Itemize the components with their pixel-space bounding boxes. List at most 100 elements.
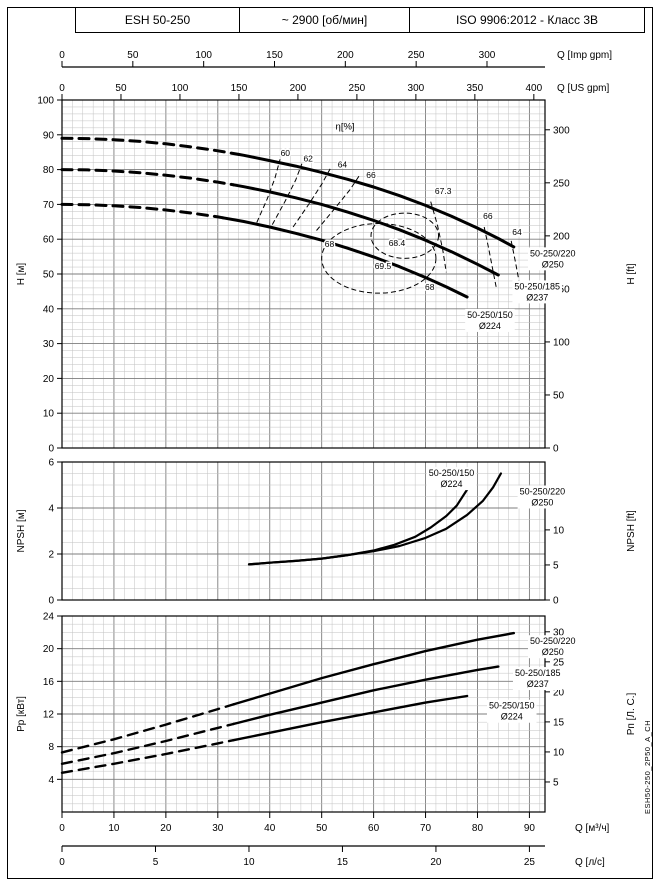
svg-text:10: 10	[553, 525, 565, 536]
curve-50-250/220 Ø250	[247, 472, 502, 566]
svg-text:16: 16	[43, 677, 55, 688]
svg-text:5: 5	[553, 560, 559, 571]
curve-50-250/185 Ø237	[231, 183, 500, 277]
svg-text:50-250/220: 50-250/220	[520, 487, 566, 497]
svg-text:25: 25	[524, 857, 536, 868]
svg-text:60: 60	[281, 148, 291, 158]
svg-text:68: 68	[425, 282, 435, 292]
svg-text:H [м]: H [м]	[16, 263, 27, 286]
svg-text:0: 0	[553, 444, 559, 455]
svg-text:150: 150	[231, 83, 248, 94]
curve-50-250/150 Ø224	[60, 739, 235, 774]
svg-text:100: 100	[195, 50, 212, 61]
svg-text:10: 10	[243, 857, 255, 868]
svg-text:2: 2	[48, 550, 54, 561]
svg-text:6: 6	[48, 458, 54, 469]
svg-text:η[%]: η[%]	[336, 122, 355, 133]
svg-text:Ø250: Ø250	[542, 259, 564, 269]
svg-text:68.4: 68.4	[389, 238, 406, 248]
svg-text:50-250/220: 50-250/220	[530, 248, 576, 258]
svg-text:100: 100	[553, 337, 570, 348]
curve-50-250/185 Ø237	[60, 722, 235, 765]
svg-text:Q [US gpm]: Q [US gpm]	[557, 83, 609, 94]
svg-text:NPSH [ft]: NPSH [ft]	[626, 510, 637, 552]
svg-text:62: 62	[303, 153, 313, 163]
svg-text:300: 300	[408, 83, 425, 94]
svg-text:50: 50	[127, 50, 139, 61]
svg-text:0: 0	[59, 857, 65, 868]
svg-text:30: 30	[43, 339, 55, 350]
svg-text:Ø250: Ø250	[531, 498, 553, 508]
svg-text:8: 8	[48, 742, 54, 753]
svg-text:Ø224: Ø224	[479, 321, 501, 331]
svg-text:0: 0	[48, 444, 54, 455]
svg-text:64: 64	[338, 160, 348, 170]
svg-text:0: 0	[48, 596, 54, 607]
svg-text:350: 350	[467, 83, 484, 94]
svg-text:Ø224: Ø224	[501, 712, 523, 722]
svg-text:0: 0	[59, 50, 65, 61]
svg-text:400: 400	[525, 83, 542, 94]
svg-text:50-250/150: 50-250/150	[467, 310, 513, 320]
ls-axis: 0 5 10 15 20 25 Q [л/с]	[59, 845, 605, 868]
svg-text:250: 250	[408, 50, 425, 61]
svg-text:15: 15	[337, 857, 349, 868]
imp-gpm-axis: 0 50 100 150 200 250 300 Q [Imp gpm]	[59, 50, 612, 68]
svg-text:80: 80	[43, 165, 55, 176]
svg-text:Pp [кВт]: Pp [кВт]	[16, 696, 27, 732]
svg-text:60: 60	[368, 823, 380, 834]
svg-text:67.3: 67.3	[435, 186, 452, 196]
svg-text:Pп [Л. С.]: Pп [Л. С.]	[626, 693, 637, 736]
svg-text:24: 24	[43, 612, 55, 623]
svg-text:50-250/220: 50-250/220	[530, 636, 576, 646]
svg-text:4: 4	[48, 775, 54, 786]
svg-text:H [ft]: H [ft]	[626, 263, 637, 284]
svg-text:20: 20	[43, 644, 55, 655]
svg-text:50-250/185: 50-250/185	[515, 668, 561, 678]
svg-text:64: 64	[512, 227, 522, 237]
title-block: ESH 50-250 ~ 2900 [об/мин] ISO 9906:2012…	[75, 7, 645, 33]
svg-text:100: 100	[172, 83, 189, 94]
svg-text:200: 200	[290, 83, 307, 94]
svg-text:5: 5	[153, 857, 159, 868]
svg-text:50: 50	[553, 390, 565, 401]
svg-text:20: 20	[160, 823, 172, 834]
svg-text:Ø224: Ø224	[441, 479, 463, 489]
svg-text:50-250/150: 50-250/150	[489, 701, 535, 711]
svg-text:60: 60	[43, 235, 55, 246]
svg-text:70: 70	[420, 823, 432, 834]
svg-text:4: 4	[48, 504, 54, 515]
svg-text:69.5: 69.5	[375, 261, 392, 271]
svg-text:66: 66	[366, 170, 376, 180]
curve-50-250/150 Ø224	[232, 694, 469, 742]
svg-text:25: 25	[553, 657, 565, 668]
svg-text:150: 150	[266, 50, 283, 61]
svg-text:20: 20	[430, 857, 442, 868]
svg-text:200: 200	[553, 231, 570, 242]
svg-text:250: 250	[349, 83, 366, 94]
svg-text:20: 20	[553, 687, 565, 698]
m3h-axis: 0 10 20 30 40 50 60 70 80 90 Q [м³/ч]	[59, 812, 610, 834]
svg-text:80: 80	[472, 823, 484, 834]
curve-50-250/220 Ø250	[60, 703, 235, 754]
svg-text:68: 68	[325, 239, 335, 249]
svg-text:0: 0	[59, 823, 65, 834]
curve-50-250/150 Ø224	[60, 202, 225, 220]
svg-text:0: 0	[553, 596, 559, 607]
svg-text:0: 0	[59, 83, 65, 94]
curve-50-250/220 Ø250	[232, 631, 515, 706]
svg-text:Ø237: Ø237	[527, 679, 549, 689]
svg-text:70: 70	[43, 200, 55, 211]
header-standard: ISO 9906:2012 - Класс 3В	[410, 7, 645, 33]
svg-text:50: 50	[316, 823, 328, 834]
svg-text:10: 10	[43, 409, 55, 420]
svg-text:Q [Imp gpm]: Q [Imp gpm]	[557, 50, 612, 61]
curve-50-250/220 Ø250	[237, 152, 516, 249]
svg-text:20: 20	[43, 374, 55, 385]
svg-text:Q [м³/ч]: Q [м³/ч]	[575, 823, 610, 834]
